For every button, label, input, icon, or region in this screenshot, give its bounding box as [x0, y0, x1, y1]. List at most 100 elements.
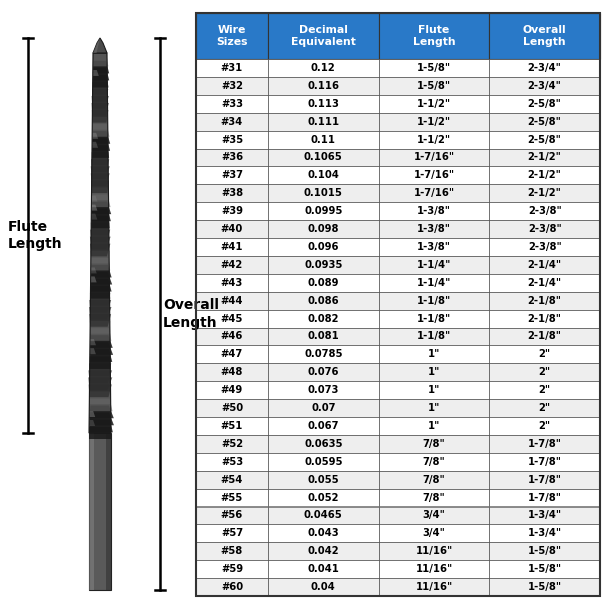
Text: 0.073: 0.073 — [308, 385, 339, 395]
Text: 3/4": 3/4" — [423, 528, 446, 538]
Text: 0.0935: 0.0935 — [304, 260, 342, 270]
Text: 1-5/8": 1-5/8" — [528, 546, 562, 556]
Bar — [489, 292, 600, 309]
Polygon shape — [93, 38, 107, 53]
Polygon shape — [91, 277, 97, 282]
Text: #55: #55 — [221, 492, 243, 503]
Polygon shape — [91, 223, 109, 235]
Bar — [196, 95, 268, 112]
Text: #41: #41 — [221, 242, 243, 252]
Bar — [196, 238, 268, 256]
Bar — [379, 309, 489, 328]
Text: 2-1/2": 2-1/2" — [528, 188, 562, 198]
Polygon shape — [90, 335, 112, 348]
Bar — [268, 399, 379, 417]
Bar — [489, 345, 600, 364]
Bar — [196, 542, 268, 560]
Text: 2-3/8": 2-3/8" — [528, 224, 562, 234]
Text: 1-5/8": 1-5/8" — [528, 582, 562, 592]
Text: #56: #56 — [221, 511, 243, 520]
Bar — [489, 471, 600, 489]
Bar — [379, 506, 489, 524]
Polygon shape — [90, 293, 110, 306]
Text: 2": 2" — [539, 421, 551, 431]
Text: 7/8": 7/8" — [423, 475, 445, 485]
Bar — [196, 399, 268, 417]
Polygon shape — [89, 364, 111, 376]
Text: 0.07: 0.07 — [311, 403, 336, 413]
Text: 1-3/8": 1-3/8" — [417, 224, 451, 234]
Text: 11/16": 11/16" — [415, 564, 452, 574]
Text: 1-1/8": 1-1/8" — [417, 331, 451, 342]
Polygon shape — [92, 133, 98, 139]
Bar — [379, 167, 489, 184]
Bar — [268, 453, 379, 471]
Bar — [489, 328, 600, 345]
Text: 2-3/4": 2-3/4" — [528, 63, 562, 73]
Polygon shape — [91, 196, 97, 202]
Text: Flute
Length: Flute Length — [413, 25, 455, 47]
Polygon shape — [92, 117, 108, 130]
Text: 2-3/4": 2-3/4" — [528, 81, 562, 91]
Text: 1": 1" — [428, 367, 440, 377]
Text: 0.096: 0.096 — [308, 242, 339, 252]
Bar — [196, 131, 268, 148]
Polygon shape — [91, 201, 111, 214]
Text: 0.116: 0.116 — [307, 81, 339, 91]
Text: 0.104: 0.104 — [308, 170, 339, 181]
Bar — [489, 131, 600, 148]
Polygon shape — [91, 279, 112, 292]
Bar — [489, 95, 600, 112]
Text: #60: #60 — [221, 582, 243, 592]
Text: 1-7/16": 1-7/16" — [413, 188, 455, 198]
Bar — [268, 77, 379, 95]
Bar — [489, 453, 600, 471]
Polygon shape — [92, 110, 108, 123]
Bar — [489, 435, 600, 453]
Bar — [489, 417, 600, 435]
Polygon shape — [92, 103, 109, 116]
Text: 0.082: 0.082 — [308, 314, 339, 323]
Bar — [196, 167, 268, 184]
Bar — [196, 148, 268, 167]
Bar — [268, 435, 379, 453]
Text: 3/4": 3/4" — [423, 511, 446, 520]
Polygon shape — [91, 286, 110, 299]
Bar — [489, 489, 600, 506]
Text: 1-5/8": 1-5/8" — [417, 63, 451, 73]
Polygon shape — [89, 392, 111, 404]
Text: 1-1/8": 1-1/8" — [417, 295, 451, 306]
Bar — [268, 578, 379, 596]
Text: Flute
Length: Flute Length — [8, 220, 63, 251]
Text: #51: #51 — [221, 421, 243, 431]
Polygon shape — [88, 370, 112, 383]
Bar — [196, 417, 268, 435]
Bar — [489, 59, 600, 77]
Bar — [196, 328, 268, 345]
Bar — [379, 292, 489, 309]
Bar — [489, 542, 600, 560]
Polygon shape — [89, 433, 94, 590]
Bar — [379, 453, 489, 471]
Text: 11/16": 11/16" — [415, 546, 452, 556]
Bar — [489, 13, 600, 59]
Bar — [196, 220, 268, 238]
Bar — [196, 345, 268, 364]
Text: 0.111: 0.111 — [307, 117, 339, 126]
Bar — [268, 506, 379, 524]
Bar — [268, 274, 379, 292]
Bar — [196, 381, 268, 399]
Text: 0.052: 0.052 — [308, 492, 339, 503]
Text: 1": 1" — [428, 421, 440, 431]
Polygon shape — [90, 230, 110, 243]
Bar — [268, 148, 379, 167]
Text: 7/8": 7/8" — [423, 457, 445, 467]
Bar — [379, 238, 489, 256]
Bar — [489, 381, 600, 399]
Polygon shape — [89, 300, 111, 313]
Bar — [268, 292, 379, 309]
Polygon shape — [91, 272, 112, 285]
Bar — [489, 148, 600, 167]
Bar — [196, 309, 268, 328]
Bar — [489, 364, 600, 381]
